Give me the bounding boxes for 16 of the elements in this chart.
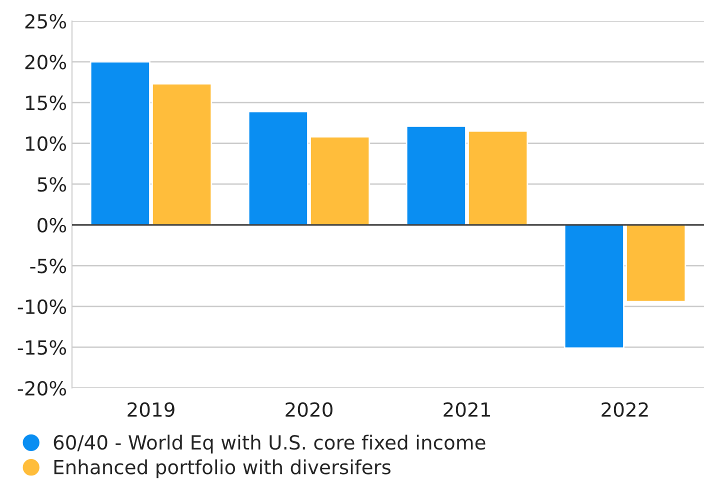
y-tick-label: -20% [18, 380, 66, 396]
y-tick-label: 20% [25, 54, 66, 70]
legend-label: Enhanced portfolio with diversifers [54, 459, 390, 478]
legend-label: 60/40 - World Eq with U.S. core fixed income [54, 434, 486, 454]
y-tick-label: 15% [26, 96, 66, 110]
x-tick-label: 2022 [602, 402, 648, 417]
y-tick-label: 5% [38, 177, 66, 192]
y-tick-label: -10% [18, 299, 66, 314]
x-tick-label: 2019 [128, 402, 174, 417]
y-tick-label: -5% [30, 258, 66, 274]
y-tick-label: 10% [26, 136, 66, 151]
x-tick-label: 2020 [286, 402, 332, 417]
y-tick-label: 25% [25, 14, 66, 29]
y-tick-label: 0% [38, 218, 66, 233]
x-tick-label: 2021 [444, 402, 490, 417]
y-tick-label: -15% [18, 340, 66, 355]
